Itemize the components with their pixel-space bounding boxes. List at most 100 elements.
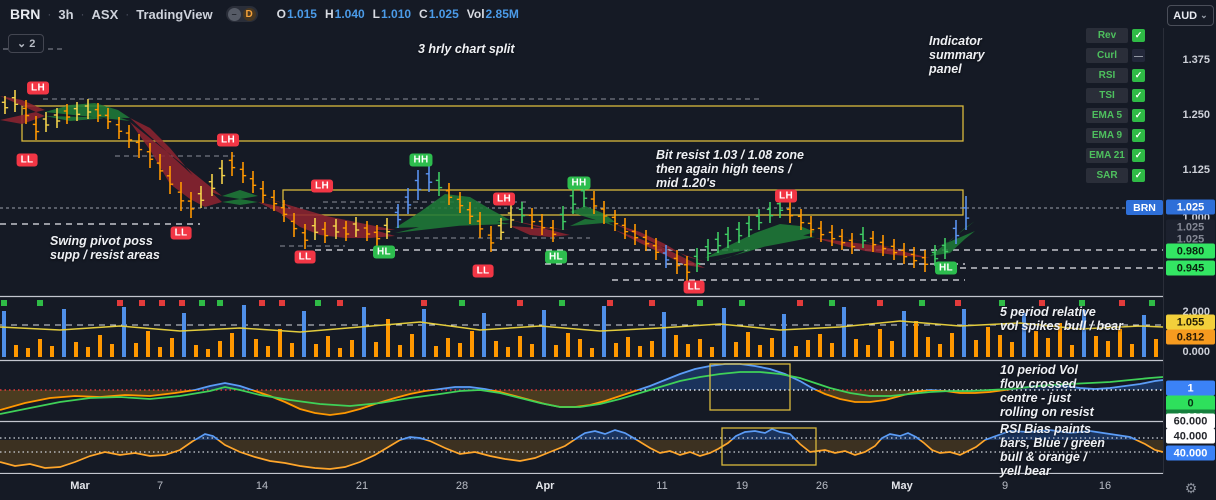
chart-annotation: 3 hrly chart split [418, 42, 515, 56]
pane-separators[interactable] [0, 295, 1216, 475]
axis-value-label: 1.025 [1166, 199, 1215, 215]
close-label: C [419, 7, 428, 21]
chart-annotation: RSI Bias paints bars, Blue / green bull … [1000, 422, 1105, 478]
indicator-name: Curl [1086, 48, 1128, 63]
pivot-label-lh: LH [311, 179, 333, 193]
low-label: L [372, 7, 381, 21]
price-line-symbol-tag: BRN [1126, 200, 1163, 215]
indicator-row-curl: Curl — [1086, 48, 1145, 63]
time-axis-label: Apr [535, 480, 555, 492]
pivot-label-hl: HL [545, 250, 567, 264]
indicator-row-tsi: TSI ✓ [1086, 88, 1145, 103]
currency-selector[interactable]: AUD ⌄ [1167, 5, 1214, 26]
open-value: 1.015 [286, 7, 317, 21]
indicator-row-rev: Rev ✓ [1086, 28, 1145, 43]
pivot-label-ll: LL [472, 264, 494, 278]
time-axis[interactable]: Mar 7 14 21 28 Apr 11 19 26 May 9 16 [0, 474, 1216, 500]
pivot-label-ll: LL [294, 250, 316, 264]
high-label: H [324, 7, 334, 21]
axis-tick: 0.000 [1182, 346, 1210, 358]
axis-value-label: 40.000 [1166, 428, 1215, 444]
time-axis-label: 16 [1098, 480, 1112, 492]
exchange-label[interactable]: ASX [91, 6, 119, 22]
time-axis-label: 26 [815, 480, 829, 492]
axis-value-label: 1.025 [1166, 231, 1215, 247]
time-axis-label: 21 [355, 480, 369, 492]
separator-dot: · [80, 7, 85, 21]
checkbox-checked-icon[interactable]: ✓ [1132, 109, 1145, 122]
time-axis-label: May [891, 480, 913, 492]
axis-tick: 1.250 [1182, 109, 1210, 121]
checkbox-checked-icon[interactable]: ✓ [1132, 129, 1145, 142]
interval-button[interactable]: 3h [58, 6, 74, 22]
time-axis-label: 11 [656, 480, 668, 492]
time-axis-label: 14 [255, 480, 269, 492]
checkbox-checked-icon[interactable]: ✓ [1132, 29, 1145, 42]
axis-value-label: 0.945 [1166, 260, 1215, 276]
indicator-row-ema-9: EMA 9 ✓ [1086, 128, 1145, 143]
time-axis-label: 19 [735, 480, 749, 492]
pivot-label-hl: HL [935, 261, 957, 275]
volume-value: 2.85M [485, 7, 519, 21]
toggle-off-icon[interactable]: – [227, 7, 241, 21]
rsi-pane [0, 427, 1163, 470]
timeframe-toggle[interactable]: – D [225, 6, 258, 22]
indicator-collapse-button[interactable]: ⌄ 2 [8, 34, 45, 53]
pivot-label-ll: LL [683, 280, 705, 294]
indicator-name: EMA 21 [1086, 148, 1128, 163]
checkbox-dash-icon[interactable]: — [1132, 49, 1145, 62]
checkbox-checked-icon[interactable]: ✓ [1132, 89, 1145, 102]
time-axis-label: 9 [1001, 480, 1009, 492]
axis-value-label: 1 [1166, 380, 1215, 396]
separator-dot: · [125, 7, 130, 21]
chevron-down-icon: ⌄ [1200, 10, 1208, 20]
checkbox-checked-icon[interactable]: ✓ [1132, 169, 1145, 182]
indicator-name: EMA 5 [1086, 108, 1128, 123]
indicator-summary-panel: TRM✓Rev✓Curl—RSI✓TSI✓EMA 5✓EMA 9✓EMA 21✓… [1086, 8, 1145, 188]
axis-value-label: 60.000 [1166, 413, 1215, 429]
checkbox-checked-icon[interactable]: ✓ [1132, 69, 1145, 82]
low-value: 1.010 [381, 7, 412, 21]
price-pane [0, 48, 1163, 281]
pivot-label-ll: LL [170, 226, 192, 240]
pivot-label-hl: HL [373, 245, 395, 259]
indicator-row-rsi: RSI ✓ [1086, 68, 1145, 83]
chart-annotation: Swing pivot poss supp / resist areas [50, 234, 160, 262]
indicator-name: SAR [1086, 168, 1128, 183]
high-value: 1.040 [334, 7, 365, 21]
axis-value-label: 1.025 [1166, 219, 1215, 235]
time-axis-label: 7 [156, 480, 164, 492]
axis-value-label: 40.000 [1166, 445, 1215, 461]
indicator-name: RSI [1086, 68, 1128, 83]
chart-annotation: 5 period relative vol spikes bull / bear [1000, 305, 1123, 333]
ohlc-readout: O1.015 H1.040 L1.010 C1.025 Vol2.85M [277, 5, 519, 23]
volume-flow-pane [0, 363, 1164, 416]
volume-label: Vol [466, 7, 485, 21]
separator-dot: · [47, 7, 52, 21]
pivot-label-lh: LH [217, 133, 239, 147]
axis-value-label: 0 [1166, 395, 1215, 411]
chart-annotation: Indicator summary panel [929, 34, 985, 76]
axis-value-label: 0.980 [1166, 243, 1215, 259]
platform-label[interactable]: TradingView [136, 6, 213, 22]
axis-value-label: 0.812 [1166, 329, 1215, 345]
chart-annotation: Bit resist 1.03 / 1.08 zone then again h… [656, 148, 804, 190]
pivot-label-hh: HH [409, 153, 433, 167]
indicator-name: TSI [1086, 88, 1128, 103]
pivot-label-lh: LH [27, 81, 49, 95]
pivot-label-lh: LH [775, 189, 797, 203]
indicator-row-sar: SAR ✓ [1086, 168, 1145, 183]
pivot-label-hh: HH [567, 176, 591, 190]
pivot-label-ll: LL [16, 153, 38, 167]
indicator-name: EMA 9 [1086, 128, 1128, 143]
indicator-row-ema-21: EMA 21 ✓ [1086, 148, 1145, 163]
indicator-name: Rev [1086, 28, 1128, 43]
chart-annotation: 10 period Vol flow crossed centre - just… [1000, 363, 1094, 419]
checkbox-checked-icon[interactable]: ✓ [1132, 149, 1145, 162]
price-axis[interactable]: 1.375 1.250 1.125 1.000 2.000 0.000 1.025 1.025… [1163, 0, 1216, 500]
symbol-name[interactable]: BRN [10, 6, 41, 22]
toggle-daily-icon[interactable]: D [242, 7, 256, 21]
axis-settings-gear-icon[interactable]: ⚙ [1184, 479, 1198, 496]
